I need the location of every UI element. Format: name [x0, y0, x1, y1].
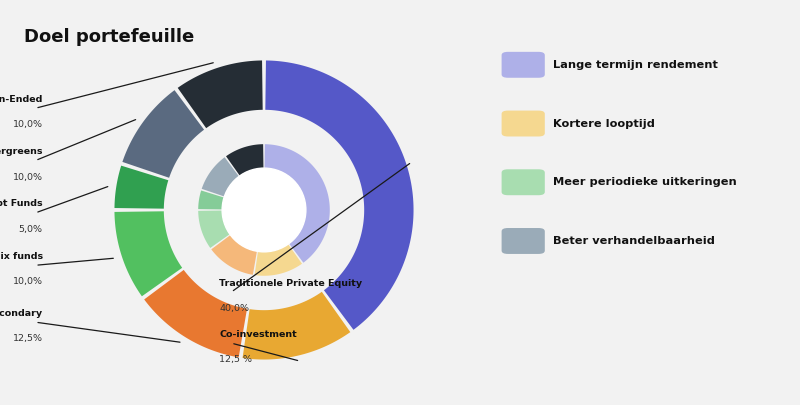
Text: 40,0%: 40,0%	[219, 304, 249, 313]
Text: Private Equity-Debt mix funds: Private Equity-Debt mix funds	[0, 252, 42, 261]
Polygon shape	[178, 60, 262, 128]
Circle shape	[222, 168, 306, 252]
Text: 10,0%: 10,0%	[13, 173, 42, 181]
Polygon shape	[211, 235, 257, 275]
Text: Private Debt Funds: Private Debt Funds	[0, 200, 42, 209]
Text: 10,0%: 10,0%	[13, 120, 42, 129]
Text: Meer periodieke uitkeringen: Meer periodieke uitkeringen	[553, 177, 737, 187]
Polygon shape	[144, 270, 247, 357]
Text: 5,0%: 5,0%	[18, 225, 42, 234]
Text: Doel portefeuille: Doel portefeuille	[24, 28, 194, 46]
Text: 12,5 %: 12,5 %	[219, 355, 252, 364]
Polygon shape	[122, 90, 204, 178]
Text: 12,5%: 12,5%	[13, 334, 42, 343]
Polygon shape	[266, 60, 414, 330]
Polygon shape	[198, 211, 230, 248]
Text: Evergreens: Evergreens	[0, 147, 42, 156]
Polygon shape	[242, 292, 350, 360]
Polygon shape	[202, 157, 239, 196]
Text: 10,0%: 10,0%	[13, 277, 42, 286]
Text: Secondary: Secondary	[0, 309, 42, 318]
Text: (Semi) Open-Ended: (Semi) Open-Ended	[0, 95, 42, 104]
Polygon shape	[265, 144, 330, 263]
Text: Kortere looptijd: Kortere looptijd	[553, 119, 654, 128]
Polygon shape	[114, 166, 168, 209]
Polygon shape	[114, 211, 182, 296]
Polygon shape	[226, 144, 263, 176]
Text: Beter verhandelbaarheid: Beter verhandelbaarheid	[553, 236, 714, 246]
Text: Traditionele Private Equity: Traditionele Private Equity	[219, 279, 362, 288]
Polygon shape	[198, 190, 224, 209]
Text: Co-investment: Co-investment	[219, 330, 297, 339]
Text: Lange termijn rendement: Lange termijn rendement	[553, 60, 718, 70]
Polygon shape	[254, 244, 302, 276]
